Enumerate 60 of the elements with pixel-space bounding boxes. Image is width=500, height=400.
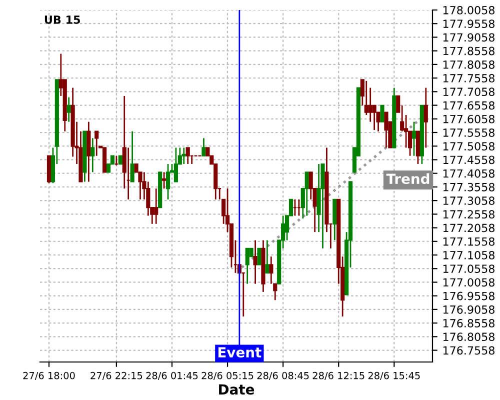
- y-tick-label: 177.3558: [443, 182, 494, 192]
- y-tick-label: 178.0058: [443, 6, 494, 14]
- y-tick-label: 177.4058: [443, 169, 494, 178]
- y-tick-label: 177.7058: [443, 88, 494, 96]
- candlestick: [253, 240, 258, 284]
- candlestick: [90, 137, 95, 173]
- candlestick: [166, 163, 170, 200]
- x-tick-label: 28/6 05:15: [202, 372, 254, 380]
- x-tick-label: 28/6 12:15: [312, 372, 364, 380]
- y-tick-label: 177.9558: [443, 20, 494, 28]
- candlestick: [186, 146, 190, 165]
- y-tick-label: 176.9058: [443, 305, 494, 314]
- y-tick-label: 177.5558: [443, 128, 494, 137]
- y-tick-label: 176.9558: [443, 292, 494, 300]
- candlestick: [412, 121, 416, 157]
- y-tick-label: 177.2558: [443, 210, 494, 219]
- candlestick: [130, 130, 134, 182]
- y-tick-label: 176.8558: [443, 319, 494, 328]
- candlestick: [162, 171, 166, 190]
- candlestick: [94, 130, 99, 157]
- candlestick: [174, 146, 178, 182]
- y-tick-label: 177.6558: [443, 101, 494, 110]
- y-tick-label: 177.8558: [443, 46, 494, 56]
- candlestick: [368, 87, 372, 123]
- y-tick-label: 177.5058: [443, 142, 494, 150]
- candlestick: [154, 188, 158, 225]
- y-tick-label: 177.6058: [443, 114, 494, 124]
- y-tick-label: 177.9058: [443, 33, 494, 42]
- candlestick: [304, 171, 309, 216]
- ref-line-label: Event: [218, 347, 262, 358]
- candlestick: [245, 248, 250, 284]
- candlestick: [257, 248, 262, 266]
- x-tick-label: 27/6 22:15: [90, 372, 142, 380]
- y-tick-label: 176.7558: [443, 346, 494, 355]
- candlestick: [182, 146, 186, 165]
- y-tick-label: 177.0558: [443, 264, 494, 273]
- x-axis-title: Date: [219, 384, 254, 395]
- y-tick-label: 177.1058: [443, 250, 494, 260]
- candlestick: [424, 87, 428, 148]
- y-tick-label: 177.3058: [443, 196, 494, 205]
- candlestick: [265, 240, 270, 274]
- y-tick-label: 177.7558: [443, 74, 494, 82]
- candlestick: [66, 96, 71, 123]
- y-tick-label: 176.8058: [443, 332, 494, 342]
- y-tick-label: 177.2058: [443, 224, 494, 232]
- candlestick: [384, 112, 388, 148]
- y-tick-label: 177.0058: [443, 278, 494, 287]
- candlestick: [380, 104, 384, 122]
- candlestick: [202, 137, 206, 157]
- y-tick-label: 177.1558: [443, 237, 494, 246]
- x-tick-label: 28/6 01:45: [146, 372, 198, 380]
- x-tick-label: 28/6 15:45: [368, 372, 420, 380]
- candlestick: [364, 80, 368, 116]
- chart-title: UB 15: [44, 16, 80, 24]
- x-tick-label: 28/6 08:45: [257, 372, 309, 380]
- x-tick-label: 27/6 18:00: [23, 372, 75, 380]
- candlestick: [372, 104, 376, 131]
- y-tick-label: 177.4558: [443, 156, 494, 164]
- y-tick-label: 177.8058: [443, 60, 494, 69]
- series-label: Trend: [386, 173, 430, 184]
